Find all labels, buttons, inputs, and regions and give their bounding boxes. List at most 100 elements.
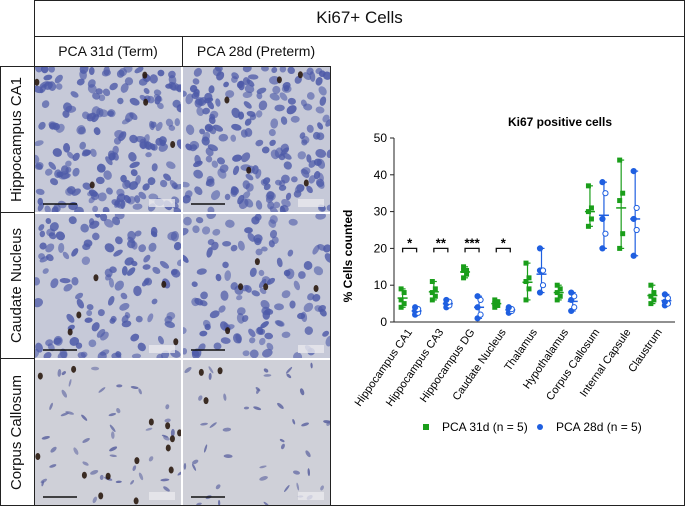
nucleus bbox=[271, 67, 278, 73]
nucleus bbox=[260, 321, 269, 329]
nucleus bbox=[310, 362, 313, 369]
nucleus bbox=[150, 231, 158, 238]
nucleus bbox=[102, 88, 111, 97]
data-point bbox=[648, 282, 654, 288]
nucleus bbox=[232, 333, 242, 344]
nucleus bbox=[150, 121, 157, 129]
legend-marker-preterm bbox=[537, 424, 543, 430]
ki67-positive-nucleus bbox=[148, 418, 154, 426]
nucleus bbox=[312, 244, 320, 255]
nucleus bbox=[62, 251, 70, 260]
nucleus bbox=[177, 470, 181, 476]
nucleus bbox=[54, 169, 62, 179]
ki67-positive-nucleus bbox=[276, 76, 282, 84]
data-point bbox=[492, 304, 498, 310]
nucleus bbox=[183, 254, 189, 263]
nucleus bbox=[285, 192, 292, 201]
nucleus bbox=[254, 214, 262, 221]
nucleus bbox=[189, 140, 200, 150]
nucleus bbox=[38, 253, 45, 260]
nucleus bbox=[130, 169, 138, 177]
nucleus bbox=[208, 366, 214, 374]
nucleus bbox=[45, 243, 55, 253]
nucleus bbox=[211, 160, 219, 168]
micrograph-caudate-preterm bbox=[183, 214, 330, 358]
nucleus bbox=[192, 225, 200, 234]
ki67-positive-nucleus bbox=[169, 435, 175, 443]
nucleus bbox=[91, 106, 101, 117]
nucleus bbox=[220, 337, 231, 344]
data-point bbox=[464, 271, 470, 277]
nucleus bbox=[134, 67, 144, 74]
data-point bbox=[505, 304, 512, 311]
nucleus bbox=[109, 318, 116, 324]
nucleus bbox=[189, 84, 198, 93]
nucleus bbox=[208, 372, 212, 381]
nucleus bbox=[135, 175, 141, 186]
nucleus bbox=[115, 480, 122, 484]
ki67-positive-nucleus bbox=[168, 466, 174, 474]
nucleus bbox=[193, 169, 204, 179]
nucleus bbox=[111, 199, 120, 206]
nucleus bbox=[134, 195, 141, 204]
nucleus bbox=[88, 339, 97, 348]
ki67-positive-nucleus bbox=[246, 166, 252, 174]
nucleus bbox=[287, 249, 294, 257]
nucleus bbox=[296, 482, 300, 491]
nucleus bbox=[52, 122, 60, 131]
nucleus bbox=[326, 204, 330, 211]
nucleus bbox=[171, 269, 178, 276]
nucleus bbox=[281, 174, 290, 184]
data-point bbox=[461, 275, 467, 281]
nucleus bbox=[312, 131, 321, 140]
data-point bbox=[474, 304, 481, 311]
nucleus bbox=[99, 474, 104, 480]
nucleus bbox=[269, 93, 280, 101]
nucleus bbox=[249, 337, 256, 344]
nucleus bbox=[82, 461, 89, 466]
ki67-positive-nucleus bbox=[173, 338, 179, 346]
nucleus bbox=[103, 170, 112, 180]
nucleus bbox=[211, 241, 219, 251]
nucleus bbox=[260, 300, 270, 309]
micrograph-texture bbox=[35, 67, 181, 212]
nucleus bbox=[183, 216, 192, 226]
nucleus bbox=[109, 82, 118, 91]
nucleus bbox=[102, 206, 110, 212]
data-point bbox=[648, 293, 654, 299]
data-point bbox=[432, 293, 438, 299]
nucleus bbox=[209, 422, 217, 428]
nucleus bbox=[73, 447, 79, 455]
nucleus bbox=[219, 164, 229, 173]
nucleus bbox=[138, 244, 147, 253]
data-point bbox=[554, 282, 560, 288]
nucleus bbox=[164, 418, 171, 423]
nucleus bbox=[111, 431, 115, 439]
nucleus bbox=[104, 243, 115, 253]
nucleus bbox=[50, 278, 59, 289]
nucleus bbox=[35, 67, 43, 73]
nucleus bbox=[135, 315, 143, 323]
nucleus bbox=[273, 201, 281, 209]
nucleus bbox=[196, 107, 204, 116]
data-point bbox=[429, 290, 435, 296]
nucleus bbox=[82, 243, 91, 251]
nucleus bbox=[195, 97, 205, 106]
nucleus bbox=[230, 186, 239, 196]
nucleus bbox=[191, 350, 200, 357]
nucleus bbox=[183, 462, 187, 470]
nucleus bbox=[86, 304, 94, 311]
ki67-positive-nucleus bbox=[263, 283, 269, 291]
nucleus bbox=[165, 118, 174, 127]
y-tick-label: 30 bbox=[374, 205, 388, 219]
data-point bbox=[630, 252, 637, 259]
nucleus bbox=[142, 264, 151, 270]
nucleus bbox=[130, 386, 139, 390]
row-header-caudate-label: Caudate Nucleus bbox=[8, 227, 26, 343]
nucleus bbox=[94, 214, 101, 218]
nucleus bbox=[151, 298, 158, 305]
nucleus bbox=[87, 190, 95, 197]
ki67-positive-nucleus bbox=[238, 283, 244, 291]
nucleus bbox=[158, 143, 168, 152]
micrograph-texture bbox=[35, 360, 181, 505]
